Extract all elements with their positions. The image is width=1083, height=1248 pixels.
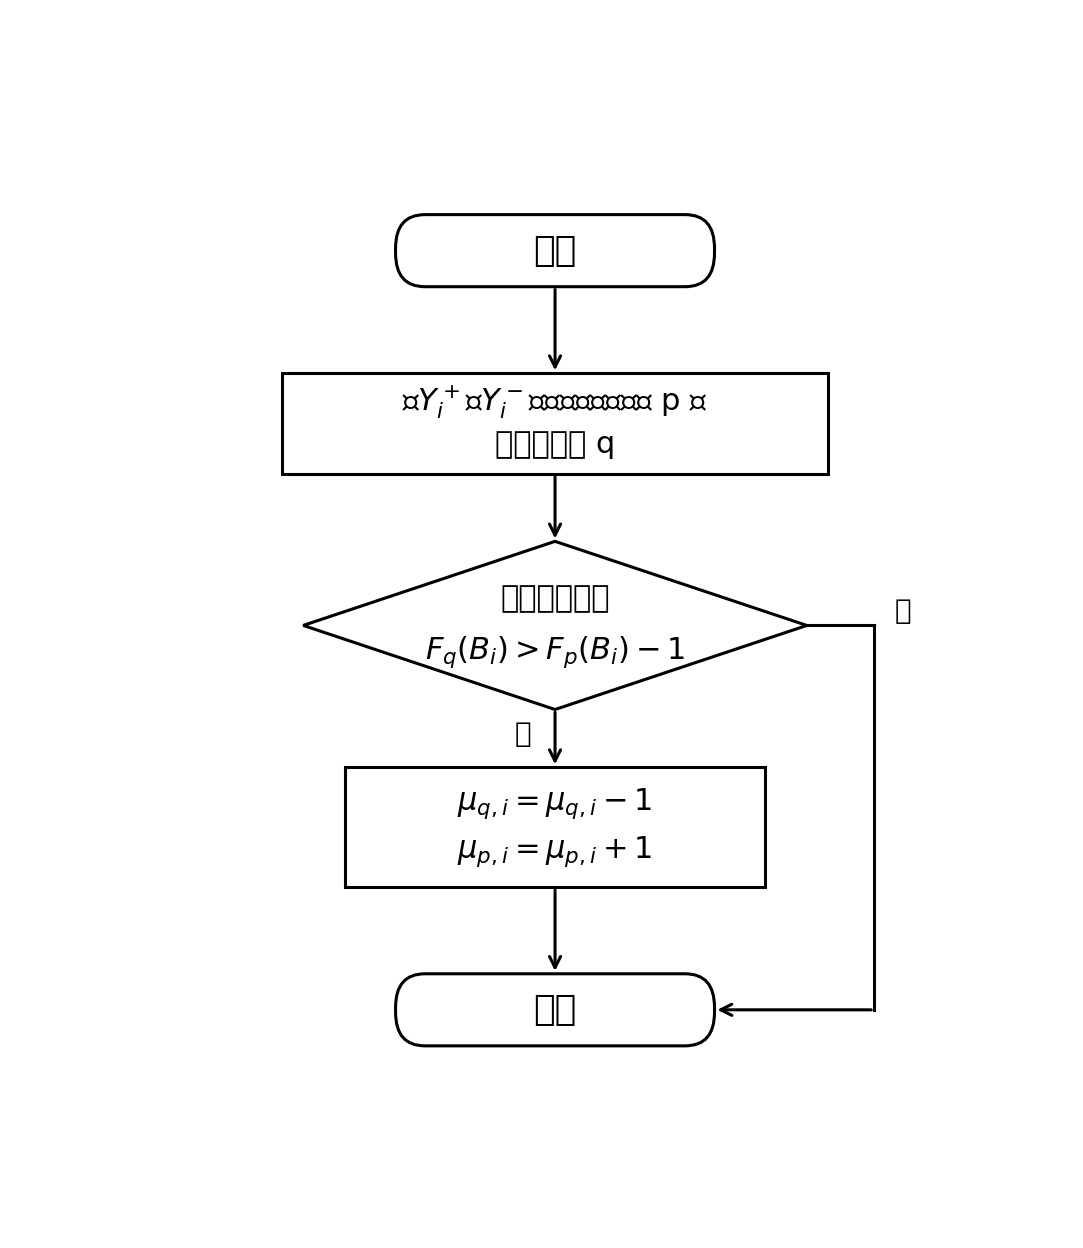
Text: 非相关标签 q: 非相关标签 q <box>495 431 615 459</box>
Bar <box>283 373 827 474</box>
Text: $\mu_{p,i} = \mu_{p,i} + 1$: $\mu_{p,i} = \mu_{p,i} + 1$ <box>457 834 653 869</box>
FancyBboxPatch shape <box>395 973 715 1046</box>
Polygon shape <box>303 542 807 710</box>
Text: 结束: 结束 <box>534 993 576 1027</box>
Bar <box>345 768 765 887</box>
FancyBboxPatch shape <box>395 215 715 287</box>
Text: 否: 否 <box>895 597 912 625</box>
Text: 开始: 开始 <box>534 233 576 267</box>
Text: $\mu_{q,i} = \mu_{q,i} - 1$: $\mu_{q,i} = \mu_{q,i} - 1$ <box>457 786 653 821</box>
Text: 从$Y_i^+$和$Y_i^-$分别取出相关标签 p 和: 从$Y_i^+$和$Y_i^-$分别取出相关标签 p 和 <box>403 383 707 422</box>
Text: 是: 是 <box>514 720 532 748</box>
Text: $F_q(B_i) > F_p(B_i) - 1$: $F_q(B_i) > F_p(B_i) - 1$ <box>425 634 686 670</box>
Text: 是否满足条件: 是否满足条件 <box>500 584 610 613</box>
